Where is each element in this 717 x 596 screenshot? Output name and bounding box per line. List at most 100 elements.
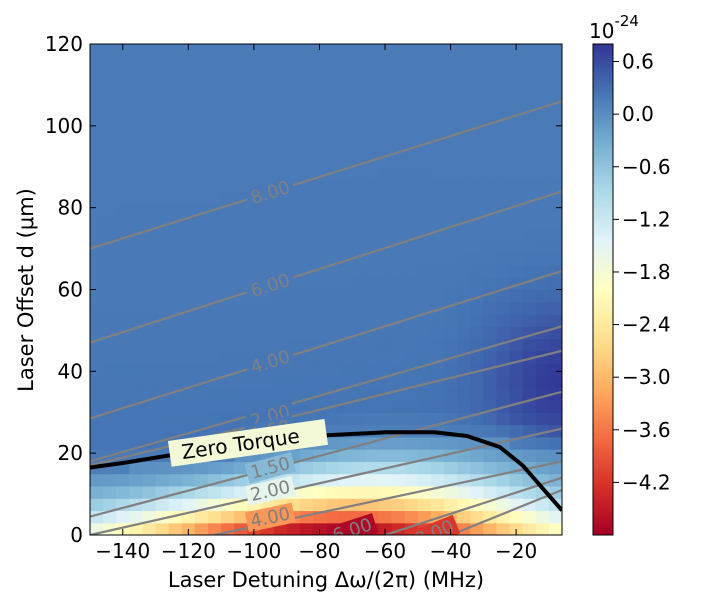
heatmap-cell: [522, 166, 537, 180]
heatmap-cell: [444, 44, 458, 57]
heatmap-cell: [194, 461, 209, 475]
heatmap-cell: [457, 277, 471, 291]
heatmap-cell: [299, 350, 314, 364]
heatmap-cell: [90, 142, 104, 156]
heatmap-cell: [208, 387, 222, 401]
heatmap-cell: [181, 399, 196, 413]
heatmap-cell: [312, 44, 327, 57]
heatmap-cell: [90, 228, 104, 242]
heatmap-cell: [221, 80, 235, 94]
heatmap-cell: [430, 498, 445, 512]
heatmap-cell: [103, 350, 117, 364]
heatmap-cell: [483, 179, 498, 192]
heatmap-cell: [194, 363, 209, 377]
heatmap-cell: [378, 350, 393, 364]
heatmap-cell: [286, 522, 301, 535]
heatmap-cell: [535, 314, 550, 327]
heatmap-cell: [522, 142, 537, 156]
heatmap-cell: [208, 215, 222, 229]
heatmap-cell: [234, 142, 248, 156]
heatmap-cell: [548, 301, 562, 315]
heatmap-cell: [260, 240, 275, 254]
heatmap-cell: [535, 461, 550, 475]
heatmap-cell: [234, 179, 248, 192]
heatmap-cell: [391, 105, 406, 119]
heatmap-cell: [391, 449, 406, 462]
heatmap-cell: [326, 277, 340, 291]
heatmap-cell: [181, 277, 196, 291]
contour-label-gap: [244, 452, 297, 484]
heatmap-cell: [339, 412, 353, 426]
heatmap-cell: [430, 289, 445, 303]
heatmap-cell: [417, 56, 432, 70]
heatmap-cell: [208, 289, 222, 303]
heatmap-cell: [548, 56, 562, 70]
heatmap-cell: [457, 191, 471, 205]
heatmap-cell: [535, 129, 550, 143]
heatmap-cell: [181, 350, 196, 364]
heatmap-cell: [273, 80, 288, 94]
heatmap-cell: [208, 338, 222, 352]
heatmap-cell: [90, 56, 104, 70]
heatmap-cell: [247, 117, 262, 131]
heatmap-cell: [247, 166, 262, 180]
heatmap-cell: [457, 154, 471, 168]
heatmap-cell: [457, 387, 471, 401]
heatmap-cell: [168, 375, 183, 389]
heatmap-cell: [326, 56, 340, 70]
heatmap-cell: [221, 191, 235, 205]
heatmap-cell: [535, 522, 550, 535]
heatmap-cell: [417, 166, 432, 180]
heatmap-cell: [129, 252, 144, 266]
heatmap-cell: [391, 338, 406, 352]
heatmap-cell: [116, 166, 130, 180]
heatmap-cell: [142, 93, 157, 106]
heatmap-cell: [417, 179, 432, 192]
heatmap-cell: [312, 105, 327, 119]
heatmap-cell: [457, 289, 471, 303]
heatmap-cell: [312, 498, 327, 512]
colorbar-tick-label: −3.6: [622, 418, 671, 442]
heatmap-cell: [286, 228, 301, 242]
heatmap-cell: [391, 129, 406, 143]
heatmap-cell: [365, 166, 380, 180]
heatmap-cell: [299, 473, 314, 487]
heatmap-cell: [116, 252, 130, 266]
heatmap-cell: [168, 142, 183, 156]
heatmap-cell: [194, 105, 209, 119]
heatmap-cell: [509, 68, 524, 82]
heatmap-cell: [326, 314, 340, 327]
heatmap-cell: [457, 80, 471, 94]
heatmap-cell: [352, 264, 366, 278]
heatmap-cell: [234, 215, 248, 229]
heatmap-cell: [535, 277, 550, 291]
heatmap-cell: [535, 338, 550, 352]
heatmap-cell: [470, 93, 484, 106]
heatmap-cell: [116, 510, 130, 524]
heatmap-cell: [404, 461, 419, 475]
heatmap-cell: [483, 191, 498, 205]
contour-line: [90, 270, 562, 420]
heatmap-cell: [457, 436, 471, 450]
heatmap-cell: [312, 301, 327, 315]
heatmap-cell: [417, 301, 432, 315]
heatmap-cell: [142, 485, 157, 499]
heatmap-cell: [168, 252, 183, 266]
heatmap-cell: [430, 56, 445, 70]
heatmap-cell: [365, 350, 380, 364]
heatmap-cell: [326, 191, 340, 205]
heatmap-cell: [208, 252, 222, 266]
heatmap-cell: [457, 461, 471, 475]
heatmap-cell: [457, 240, 471, 254]
heatmap-cell: [129, 350, 144, 364]
heatmap-cell: [208, 105, 222, 119]
heatmap-cell: [391, 93, 406, 106]
heatmap-cell: [260, 203, 275, 217]
heatmap-cell: [181, 142, 196, 156]
heatmap-cell: [352, 473, 366, 487]
heatmap-cell: [470, 375, 484, 389]
heatmap-cell: [116, 240, 130, 254]
heatmap-cell: [181, 179, 196, 192]
heatmap-cell: [155, 93, 170, 106]
heatmap-cell: [548, 154, 562, 168]
